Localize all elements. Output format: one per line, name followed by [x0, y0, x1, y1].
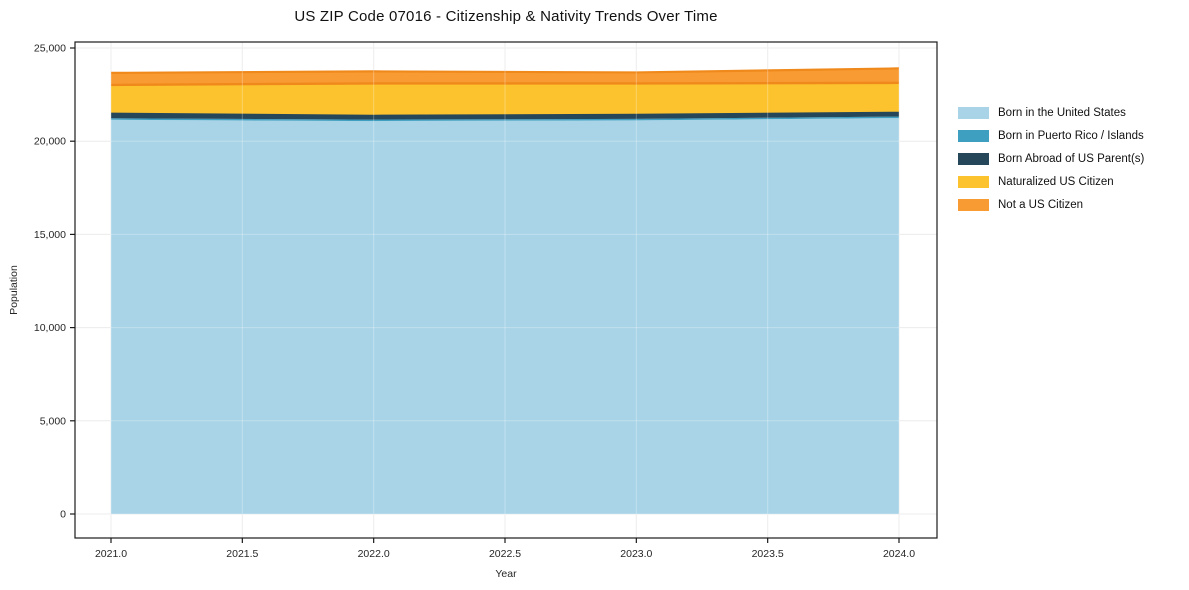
- x-tick-label: 2022.0: [358, 548, 390, 560]
- chart-title: US ZIP Code 07016 - Citizenship & Nativi…: [294, 8, 718, 25]
- edge-naturalized-top: [110, 81, 900, 87]
- legend-label: Not a US Citizen: [998, 198, 1084, 211]
- legend-item: Naturalized US Citizen: [958, 170, 1144, 193]
- x-tick-label: 2023.0: [620, 548, 652, 560]
- x-tick-label: 2022.5: [489, 548, 521, 560]
- area-naturalized-us-citizen: [111, 82, 899, 116]
- legend-swatch: [958, 175, 989, 188]
- y-tick-label: 10,000: [34, 322, 66, 334]
- area-born-in-the-united-states: [111, 118, 899, 515]
- x-tick-label: 2024.0: [883, 548, 915, 560]
- legend-swatch: [958, 198, 989, 211]
- y-tick-label: 5,000: [40, 415, 66, 427]
- y-tick-label: 0: [60, 509, 66, 521]
- legend-swatch: [958, 106, 989, 119]
- legend-item: Born in Puerto Rico / Islands: [958, 124, 1144, 147]
- x-tick-label: 2023.5: [752, 548, 784, 560]
- y-tick-label: 25,000: [34, 43, 66, 55]
- legend-swatch: [958, 129, 989, 142]
- legend-label: Naturalized US Citizen: [998, 175, 1114, 188]
- axes-frame: [74, 41, 938, 539]
- legend-item: Born Abroad of US Parent(s): [958, 147, 1144, 170]
- legend-swatch: [958, 152, 989, 165]
- x-tick-label: 2021.0: [95, 548, 127, 560]
- y-axis-label: Population: [8, 265, 20, 315]
- edge-born-abroad-top: [110, 111, 900, 116]
- legend-label: Born Abroad of US Parent(s): [998, 152, 1145, 165]
- legend-label: Born in the United States: [998, 106, 1126, 119]
- x-axis-label: Year: [495, 568, 517, 580]
- edge-total-top: [110, 67, 900, 74]
- x-tick-label: 2021.5: [226, 548, 258, 560]
- legend-label: Born in Puerto Rico / Islands: [998, 129, 1144, 142]
- legend-item: Born in the United States: [958, 101, 1144, 124]
- y-tick-label: 15,000: [34, 229, 66, 241]
- legend: Born in the United States Born in Puerto …: [958, 101, 1144, 216]
- legend-item: Not a US Citizen: [958, 193, 1144, 216]
- area-born-in-puerto-rico-islands: [111, 116, 899, 122]
- y-tick-label: 20,000: [34, 136, 66, 148]
